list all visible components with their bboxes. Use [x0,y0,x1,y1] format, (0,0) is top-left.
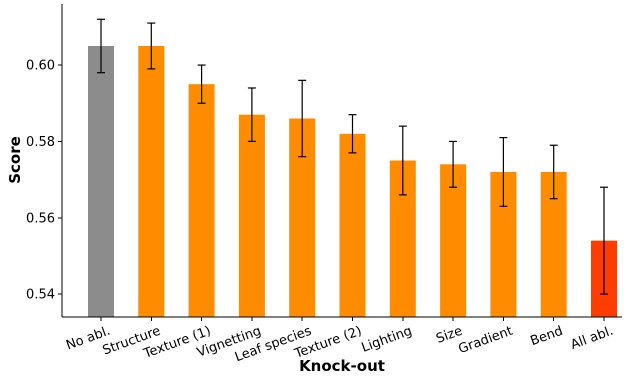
y-ticks-group: 0.54 0.56 0.58 0.60 [26,59,62,303]
x-axis-title: Knock-out [299,357,385,375]
x-tick-label-8: Gradient [456,324,514,357]
y-tick-label-0: 0.54 [26,288,55,303]
bar-0 [88,45,114,318]
error-bars-group [97,18,608,295]
bars-group [88,45,617,318]
error-bar-7 [449,140,458,188]
error-bar-4 [298,79,307,158]
error-bar-3 [247,87,256,143]
x-tick-label-9: Bend [529,324,566,350]
y-tick-label-2: 0.58 [26,135,55,150]
bar-5 [339,133,366,317]
bar-1 [138,45,165,318]
x-tick-label-6: Lighting [360,324,415,356]
error-bar-6 [398,125,407,196]
bar-3 [238,114,265,317]
bar-7 [440,164,467,317]
error-bar-9 [549,144,558,200]
error-bar-2 [197,64,206,104]
x-tick-label-10: All abl. [569,324,616,353]
bar-2 [188,84,215,317]
error-bar-10 [600,186,608,295]
y-tick-label-1: 0.56 [26,211,55,226]
y-tick-label-3: 0.60 [26,59,55,74]
error-bar-0 [97,18,105,74]
error-bar-8 [499,136,508,207]
error-bar-5 [348,114,357,154]
y-axis-title: Score [6,136,24,184]
error-bar-1 [147,22,156,70]
